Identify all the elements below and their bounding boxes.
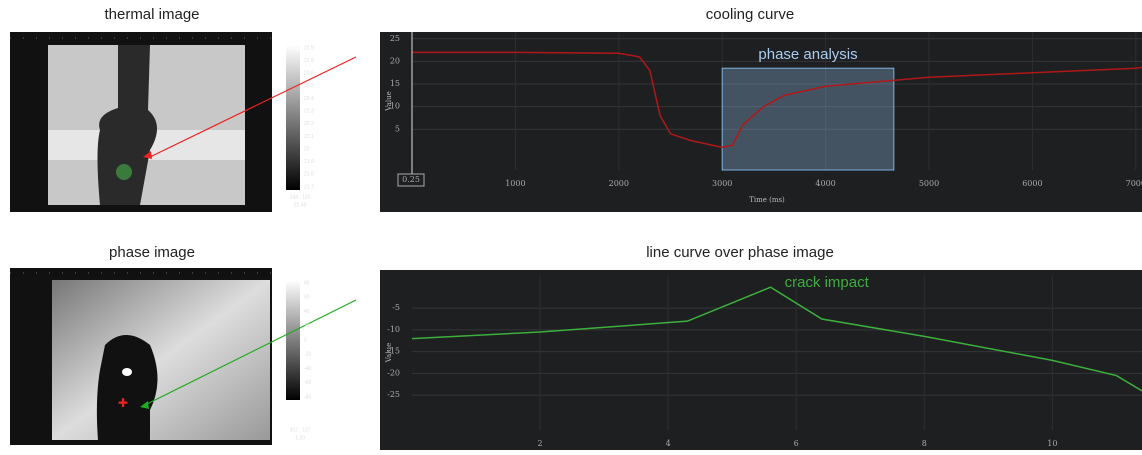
colorbar-label: 20 [304,323,310,329]
y-tick-label: -25 [387,390,400,399]
x-tick-label: 7000 [1126,179,1142,188]
x-tick-label: 5000 [919,179,939,188]
readout: 1.20 [295,435,305,441]
image-title: phase image [109,244,195,261]
colorbar-label: -60 [304,380,311,386]
y-tick-label: 20 [390,56,400,65]
x-tick-label: 6 [794,439,799,448]
colorbar-label: 22.8 [304,58,314,64]
x-tick-label: 8 [922,439,927,448]
chart-panel [380,270,1142,450]
readout: 22.49 [294,202,307,208]
y-tick-label: 15 [390,79,400,88]
y-tick-label: 5 [395,124,400,133]
colorbar-label: 22 [304,146,310,152]
chart-title: cooling curve [706,6,794,23]
x-tick-label: 2 [538,439,543,448]
colorbar-label: 22.1 [304,134,314,140]
x-tick-label: 4000 [815,179,835,188]
x-tick-label: 4 [666,439,671,448]
colorbar-label: -20 [304,352,311,358]
thermal-panel [10,32,300,212]
colorbar-label: 22.4 [304,96,314,102]
y-axis-label: Value [385,343,393,363]
figure: ✚ thermal image 22.9 22.8 22.6 22.5 22.4 22.3 2… [0,0,1142,450]
x-axis-label: Time (ms) [749,196,785,204]
x-tick-label: 3000 [712,179,732,188]
y-tick-label: 25 [390,34,400,43]
x-tick-label: 6000 [1022,179,1042,188]
annotation: crack impact [785,274,870,291]
colorbar-label: -80 [304,394,311,400]
x-tick-label: 1000 [505,179,525,188]
y-tick-label: -5 [392,303,400,312]
highlight-region [722,68,894,170]
colorbar-label: 40 [304,309,310,315]
colorbar-label: 22.6 [304,71,314,77]
y-tick-label: -20 [387,368,400,377]
cursor-label: 0.25 [402,175,420,184]
chart-title: line curve over phase image [646,244,834,261]
colorbar-label: -40 [304,366,311,372]
colorbar-label: 22.9 [304,45,314,51]
colorbar-label: 21.8 [304,172,314,178]
colorbar-label: 21.7 [304,184,314,190]
phase-panel [10,268,300,445]
x-tick-label: 2000 [609,179,629,188]
y-axis-label: Value [385,91,393,111]
colorbar-label: 80 [304,280,310,286]
colorbar-label: 0 [304,337,307,343]
colorbar-label: 60 [304,295,310,301]
readout: 244 : 110 [290,194,311,200]
colorbar-label: 21.9 [304,159,314,165]
x-tick-label: 10 [1047,439,1057,448]
y-tick-label: -10 [387,325,400,334]
image-title: thermal image [104,6,199,23]
marker: ✚ [118,396,128,410]
colorbar-label: 22.5 [304,83,314,89]
colorbar-label: 22.2 [304,121,314,127]
colorbar-label: 22.3 [304,109,314,115]
highlight-label: phase analysis [758,46,857,63]
readout: 302 : 137 [290,427,311,433]
